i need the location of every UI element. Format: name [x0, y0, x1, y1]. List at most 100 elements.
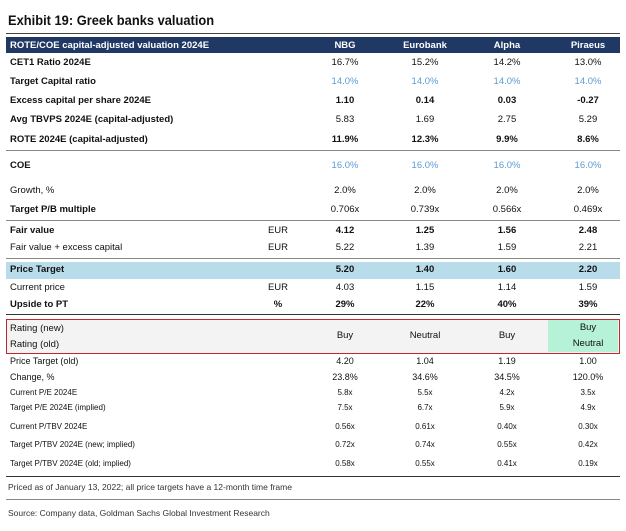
rule [6, 499, 620, 500]
cell: 4.2x [499, 388, 515, 397]
cell: 0.58x [335, 459, 355, 468]
cell: 2.0% [414, 185, 436, 196]
cell: 4.20 [336, 356, 354, 366]
cell: 29% [335, 299, 355, 310]
cell: 1.39 [415, 242, 435, 253]
cell: 23.8% [332, 372, 358, 382]
cell: 2.20 [578, 264, 598, 275]
rating: Neutral [572, 338, 604, 349]
cell: 0.56x [335, 422, 355, 431]
row-label: Target P/B multiple [10, 204, 96, 215]
cell: 0.03 [497, 95, 517, 106]
cell: 0.19x [578, 459, 598, 468]
row-label: Avg TBVPS 2024E (capital-adjusted) [10, 114, 174, 125]
rule [6, 476, 620, 477]
row-label: Fair value [10, 225, 55, 236]
cell: 0.55x [497, 440, 517, 449]
cell: 16.0% [331, 160, 359, 171]
row-label: Target Capital ratio [10, 76, 96, 87]
rule [6, 33, 620, 34]
rule [6, 220, 620, 221]
rating-label: Rating (old) [10, 339, 60, 350]
cell: 2.0% [577, 185, 599, 196]
cell: 12.3% [411, 134, 439, 145]
cell: 0.706x [330, 204, 360, 215]
rule [6, 258, 620, 259]
cell: 0.14 [415, 95, 435, 106]
row-label: Price Target (old) [10, 356, 79, 366]
header-cell: Piraeus [570, 40, 606, 51]
cell: 5.20 [335, 264, 355, 275]
cell: 2.48 [578, 225, 598, 236]
cell: 5.9x [499, 403, 515, 412]
row-label: Current P/E 2024E [10, 388, 78, 397]
cell: 0.61x [415, 422, 435, 431]
cell: 5.83 [335, 114, 355, 125]
cell: 120.0% [572, 372, 604, 382]
row-unit: EUR [267, 225, 289, 236]
row-label: Upside to PT [10, 299, 69, 310]
cell: 8.6% [577, 134, 599, 145]
cell: 15.2% [411, 57, 439, 68]
cell: 1.69 [415, 114, 435, 125]
cell: 5.5x [417, 388, 433, 397]
header-cell: Alpha [493, 40, 521, 51]
rating: Buy [579, 322, 597, 333]
row-label: Target P/TBV 2024E (old; implied) [10, 459, 131, 468]
row-label: CET1 Ratio 2024E [10, 57, 91, 68]
row-label: Growth, % [10, 185, 55, 196]
cell: 3.5x [580, 388, 596, 397]
cell: 14.0% [493, 76, 521, 87]
cell: 13.0% [574, 57, 602, 68]
cell: 1.10 [335, 95, 355, 106]
row-unit: EUR [267, 242, 289, 253]
cell: 1.00 [579, 356, 597, 366]
rating-label: Rating (new) [10, 323, 64, 334]
cell: 1.60 [497, 264, 517, 275]
cell: 16.0% [574, 160, 602, 171]
rating-highlight [548, 320, 618, 352]
header-bg [6, 37, 620, 53]
rule [6, 314, 620, 315]
cell: 16.0% [493, 160, 521, 171]
cell: 1.04 [416, 356, 434, 366]
row-label: Current price [10, 282, 65, 293]
cell: 22% [415, 299, 435, 310]
cell: 0.42x [578, 440, 598, 449]
row-label: Current P/TBV 2024E [10, 422, 88, 431]
cell: 2.0% [334, 185, 356, 196]
cell: 14.2% [493, 57, 521, 68]
cell: 16.7% [331, 57, 359, 68]
rating: Neutral [409, 330, 441, 341]
row-label: COE [10, 160, 31, 171]
cell: 34.5% [494, 372, 520, 382]
cell: 39% [578, 299, 598, 310]
cell: 0.72x [335, 440, 355, 449]
header-cell: Eurobank [403, 40, 447, 51]
cell: 4.12 [335, 225, 355, 236]
cell: 4.9x [580, 403, 596, 412]
row-unit: % [273, 299, 283, 310]
cell: 34.6% [412, 372, 438, 382]
cell: 11.9% [331, 134, 359, 145]
cell: 14.0% [574, 76, 602, 87]
rating-box [6, 319, 620, 354]
rating: Buy [498, 330, 516, 341]
highlight-row [6, 262, 620, 279]
row-label: Fair value + excess capital [10, 242, 123, 253]
row-label: Target P/TBV 2024E (new; implied) [10, 440, 135, 449]
cell: 1.56 [497, 225, 517, 236]
cell: 9.9% [496, 134, 518, 145]
cell: 0.469x [573, 204, 603, 215]
cell: 40% [497, 299, 517, 310]
cell: 1.25 [415, 225, 435, 236]
cell: 0.30x [578, 422, 598, 431]
cell: 5.8x [337, 388, 353, 397]
cell: -0.27 [577, 95, 599, 106]
cell: 0.41x [497, 459, 517, 468]
cell: 0.74x [415, 440, 435, 449]
cell: 14.0% [331, 76, 359, 87]
header-label: ROTE/COE capital-adjusted valuation 2024… [10, 40, 210, 51]
cell: 1.40 [415, 264, 435, 275]
